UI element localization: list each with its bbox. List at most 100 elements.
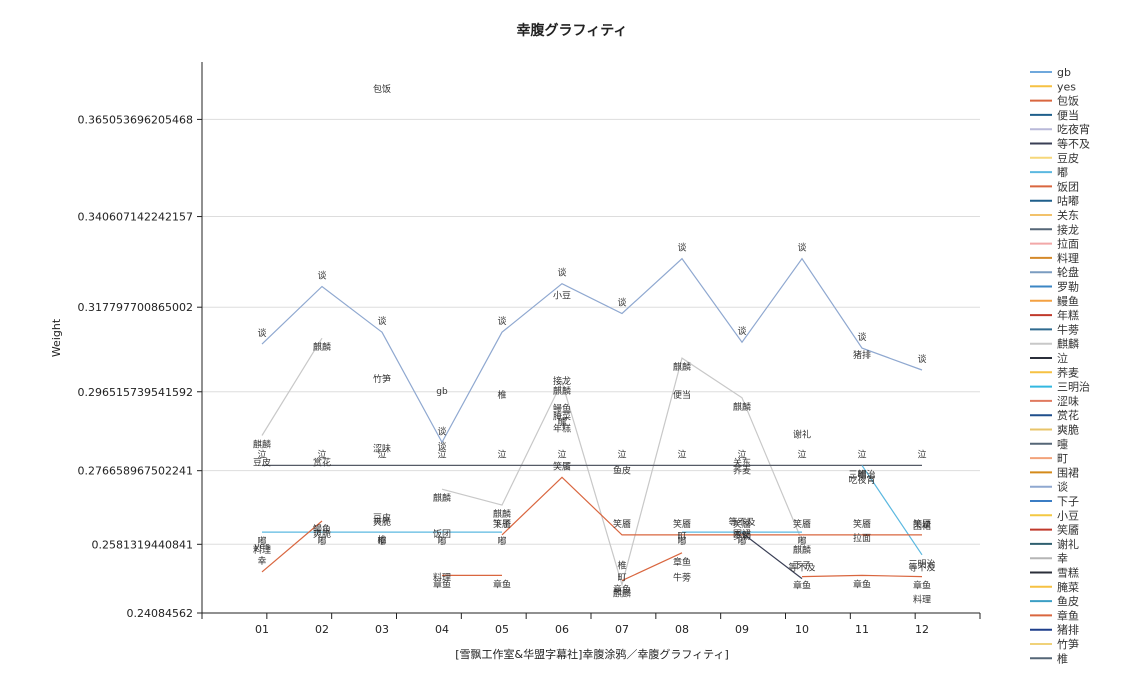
point-label: 麒麟 [313,341,331,353]
y-tick-label: 0.296515739541592 [78,386,193,399]
x-tick-label: 08 [675,623,689,636]
legend-entry: 鳗鱼 [1057,294,1079,308]
legend-entry: 下子 [1057,495,1079,508]
legend-entry: 猪排 [1057,623,1079,637]
point-label: 麒麟 [613,588,631,600]
point-label: 年糕 [553,423,571,435]
point-label: 笑靥 [793,518,811,530]
point-label: 麒麟 [673,361,691,373]
point-label: 章鱼 [913,580,931,592]
point-label: 豆皮 [373,512,391,524]
point-label: 章鱼 [853,578,871,590]
legend-entry: 赏花 [1057,409,1079,422]
point-label: 谈 [797,242,806,254]
point-label: 腌菜 [553,411,571,423]
point-label: 町 [617,574,626,584]
point-label: 爽脆 [313,528,331,540]
point-label: 泣 [497,448,506,460]
point-label: 章鱼 [673,556,691,568]
point-label: 嘟 [317,535,326,547]
point-label: 饭团 [433,528,451,540]
point-label: 嘟 [797,535,806,547]
x-tick-label: 06 [555,623,569,636]
x-tick-label: 02 [315,623,329,636]
series-line-0 [261,257,923,444]
legend-entry: 椎 [1057,651,1068,665]
point-label: 笑靥 [613,518,631,530]
legend-entry: 町 [1057,452,1068,465]
point-label: 椎 [857,468,866,480]
x-tick-label: 05 [495,623,509,636]
point-label: 幸 [257,556,266,567]
y-tick-label: 0.2581319440841 [92,538,193,551]
point-labels: 谈谈谈谈谈谈谈谈谈谈谈谈麒麟麒麟麒麟麒麟麒麟麒麟麒麟麒麟麒麟泣泣泣泣泣泣泣泣泣泣… [253,83,936,606]
legend-entry: 小豆 [1057,509,1079,522]
legend-entry: 咕嘟 [1057,195,1079,208]
point-label: 吃夜宵 [848,474,875,486]
point-label: 接龙 [553,375,571,387]
legend-entry: 饭团 [1057,180,1079,193]
point-label: 麒麟 [553,385,571,397]
point-label: 嘟 [257,535,266,547]
point-label: 谈 [617,297,626,309]
point-label: 三明治 [908,558,935,570]
legend-entry: 接龙 [1057,223,1079,236]
legend-entry: 牛蒡 [1057,322,1079,336]
point-label: 谈 [377,315,386,327]
point-label: 鳗鱼 [553,403,571,415]
legend-entry: gb [1057,66,1071,79]
legend-entry: 笑靥 [1057,523,1079,537]
point-label: 谈 [497,315,506,327]
legend-entry: 包饭 [1057,95,1079,108]
point-label: 章鱼 [613,584,631,596]
point-label: 谈 [437,440,446,452]
point-label: 拉面 [853,532,871,544]
legend-entry: 爽脆 [1057,423,1079,437]
legend-entry: 幸 [1057,552,1068,565]
y-tick-label: 0.340607142242157 [78,211,193,224]
legend-entry: 关东 [1057,208,1079,222]
point-label: 麒麟 [733,401,751,413]
x-tick-label: 07 [615,623,629,636]
point-label: 围裙 [733,528,751,540]
point-label: 泣 [677,448,686,460]
point-label: 等不及 [908,562,935,574]
point-label: 章鱼 [433,578,451,590]
point-label: 谈 [857,331,866,343]
legend-entry: 竹笋 [1057,637,1079,651]
series-line-6 [261,520,323,573]
point-label: 椎 [377,534,386,546]
chart-title: 幸腹グラフィティ [517,22,628,39]
point-label: 笑靥 [493,518,511,530]
y-axis-label: Weight [50,318,63,357]
x-tick-label: 12 [915,623,929,636]
point-label: 嘟 [377,535,386,547]
point-label: 包饭 [373,83,391,95]
point-label: 小豆 [553,290,571,301]
series-line-3 [861,465,923,556]
x-tick-label: 09 [735,623,749,636]
legend-entry: 谢礼 [1057,537,1079,551]
legend-entry: 章鱼 [1057,608,1079,622]
point-label: 牛蒡 [673,572,691,584]
point-label: 泣 [257,448,266,460]
point-label: 町 [677,532,686,542]
series-line-4 [501,476,922,536]
legend-entry: 吃夜宵 [1057,122,1090,136]
legend-entry: 荞麦 [1057,366,1079,379]
point-label: 笑靥 [733,518,751,530]
legend-entry: 腌菜 [1057,580,1079,594]
point-label: 嘟 [677,535,686,547]
legend-entry: 围裙 [1057,466,1079,479]
point-label: yes [254,542,270,552]
legend-entry: 麒麟 [1057,337,1079,351]
legend-entry: 便当 [1057,108,1079,122]
x-tick-label: 11 [855,623,869,636]
point-label: 麒麟 [793,544,811,556]
point-label: 涩味 [373,442,391,454]
x-tick-label: 03 [375,623,389,636]
point-label: 便当 [673,389,691,401]
legend-entry: 轮盘 [1057,265,1079,279]
point-label: 笑靥 [913,518,931,530]
